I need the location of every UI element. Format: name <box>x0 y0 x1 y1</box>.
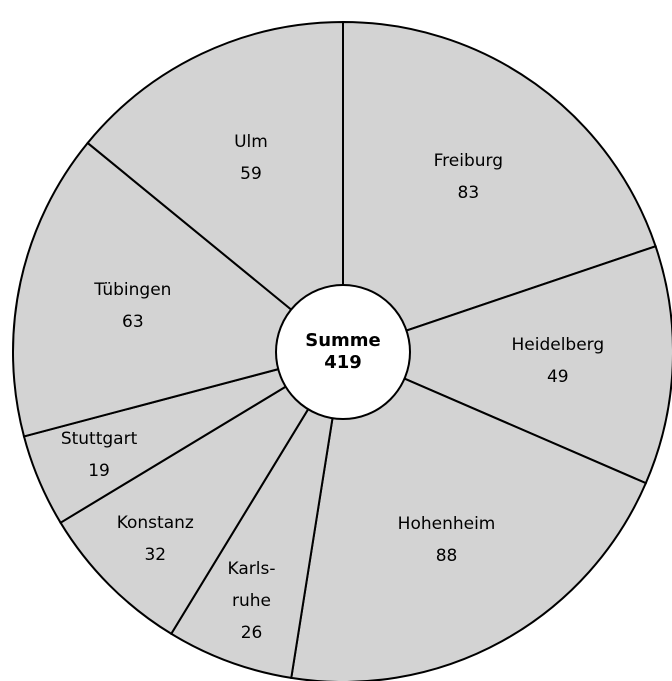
pie-slice <box>86 20 344 355</box>
slice-label: Hohenheim 88 <box>398 508 496 572</box>
slice-label: Stuttgart 19 <box>61 423 137 487</box>
pie-slice <box>290 350 648 681</box>
slice-label: Heidelberg 49 <box>511 329 604 393</box>
slice-name: Stuttgart <box>60 429 138 450</box>
slice-name: Hohenheim <box>397 514 496 535</box>
pie-slice <box>169 351 344 680</box>
slice-label: Ulm 59 <box>234 126 268 190</box>
slice-label: Freiburg 83 <box>434 145 503 209</box>
slice-value: 19 <box>88 461 110 482</box>
slice-value: 63 <box>122 312 144 333</box>
pie-slice <box>12 141 346 438</box>
pie-slice <box>340 244 672 485</box>
slice-name: Ulm <box>234 131 268 152</box>
slice-name: Tübingen <box>94 280 172 301</box>
slice-value: 88 <box>435 546 458 567</box>
center-total: 419 <box>324 352 362 373</box>
slice-label: Karls- ruhe 26 <box>228 553 276 649</box>
slice-name: Heidelberg <box>511 334 605 355</box>
slice-value: 26 <box>240 622 263 643</box>
slice-name: Freiburg <box>433 151 504 172</box>
pie-slice <box>59 351 344 636</box>
pie-slice <box>342 20 657 354</box>
slice-value: 49 <box>546 366 569 387</box>
center-hole <box>275 284 411 420</box>
center-label: Summe <box>305 330 381 351</box>
slice-value: 83 <box>457 183 480 204</box>
slice-value: 59 <box>240 163 262 184</box>
slice-label: Tübingen 63 <box>94 274 171 338</box>
slice-name: Karls- ruhe <box>227 558 276 611</box>
slice-label: Konstanz 32 <box>117 507 194 571</box>
slice-name: Konstanz <box>116 513 194 534</box>
slice-value: 32 <box>144 545 167 566</box>
